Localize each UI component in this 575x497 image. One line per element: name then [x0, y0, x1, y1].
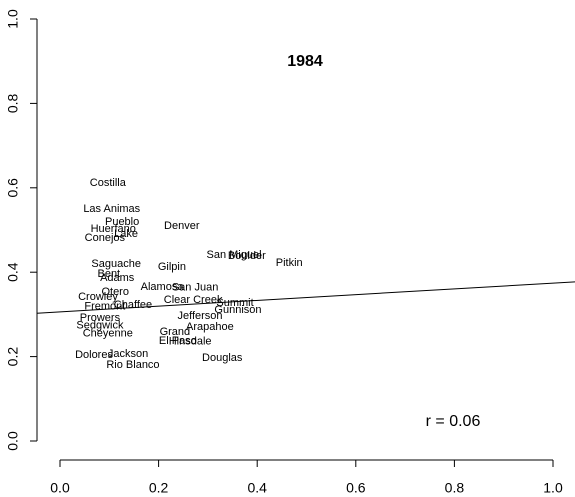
x-tick-label: 0.2 [149, 480, 169, 496]
point-label: Summit [216, 297, 253, 309]
point-label: Bent [97, 268, 120, 280]
x-tick-label: 0.8 [445, 480, 465, 496]
point-label: Sedgwick [76, 320, 124, 332]
y-tick-label: 0.8 [5, 93, 21, 113]
point-label: Lake [114, 228, 138, 240]
point-label: Adams [100, 272, 135, 284]
point-label: Fremont [84, 301, 125, 313]
point-label: Crowley [78, 291, 118, 303]
point-label: Pueblo [105, 216, 139, 228]
point-label: Prowers [80, 312, 121, 324]
point-label: El Paso [159, 335, 197, 347]
point-label: Pitkin [276, 257, 303, 269]
point-label: Conejos [85, 232, 126, 244]
point-label: Arapahoe [186, 321, 234, 333]
point-label: Las Animas [83, 203, 140, 215]
point-label: Gunnison [214, 304, 261, 316]
y-tick-label: 0.6 [5, 178, 21, 198]
x-tick-label: 0.6 [346, 480, 366, 496]
regression-line [36, 281, 575, 314]
point-label: Rio Blanco [106, 359, 159, 371]
point-label: Huerfano [91, 223, 136, 235]
point-label: Gilpin [158, 261, 186, 273]
y-tick-label: 0.4 [5, 262, 21, 282]
x-tick-label: 0.0 [50, 480, 70, 496]
point-label: Grand [160, 326, 191, 338]
annotation: r = 0.06 [426, 413, 481, 430]
point-label: Hinsdale [169, 336, 212, 348]
point-label: Costilla [90, 177, 127, 189]
y-tick-label: 0.2 [5, 347, 21, 367]
chart-title: 1984 [287, 53, 323, 70]
y-tick-label: 1.0 [5, 9, 21, 29]
point-label: Saguache [91, 258, 141, 270]
point-label: Douglas [202, 352, 243, 364]
point-label: Otero [101, 286, 129, 298]
point-label: Boulder [228, 250, 266, 262]
point-label: Alamosa [141, 281, 185, 293]
point-label: San Miguel [207, 249, 262, 261]
point-label: San Juan [172, 282, 218, 294]
point-label: Dolores [75, 349, 113, 361]
y-tick-label: 0.0 [5, 431, 21, 451]
point-label: Jefferson [177, 310, 222, 322]
point-label: Jackson [108, 348, 148, 360]
x-tick-label: 1.0 [543, 480, 563, 496]
point-label: Cheyenne [83, 328, 133, 340]
x-tick-label: 0.4 [247, 480, 267, 496]
point-label: Denver [164, 220, 200, 232]
